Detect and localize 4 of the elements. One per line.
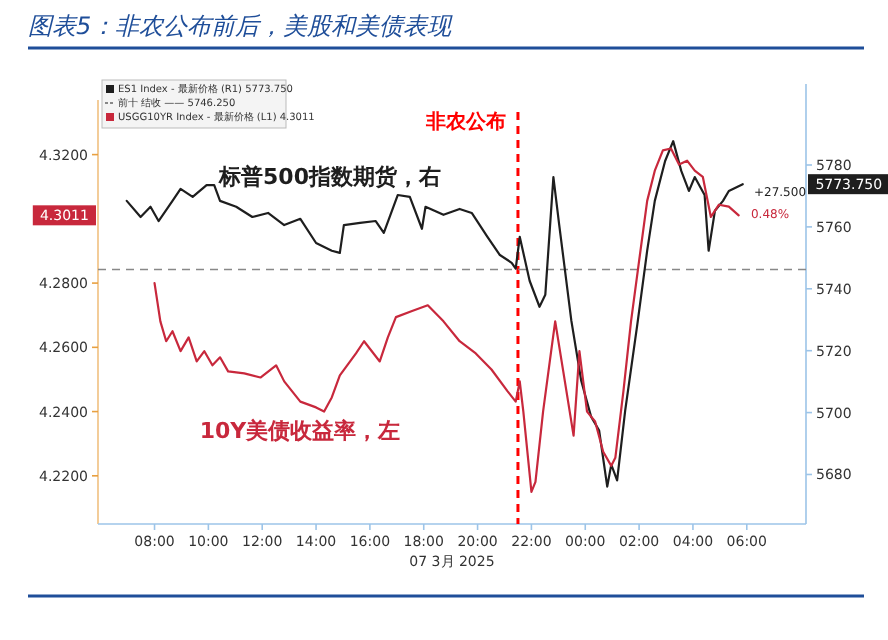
ref-line-label: 非农公布 [423, 110, 506, 134]
annotation: 标普500指数期货，右 [217, 164, 441, 190]
annotation: 10Y美债收益率，左 [199, 418, 401, 444]
title: 图表5：非农公布前后，美股和美债表现 [28, 12, 452, 40]
